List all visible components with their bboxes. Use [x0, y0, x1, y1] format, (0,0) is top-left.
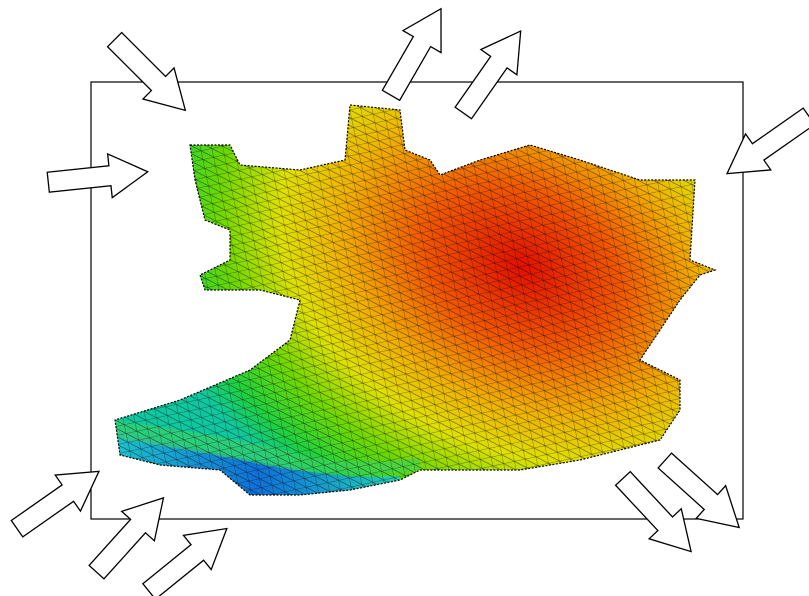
- scene: [0, 0, 809, 596]
- page: [0, 0, 809, 596]
- arrow: [4, 453, 111, 546]
- arrow: [372, 0, 460, 106]
- terrain-mesh: [100, 95, 730, 505]
- arrow: [46, 150, 150, 204]
- arrow: [99, 24, 201, 126]
- arrow: [445, 18, 538, 125]
- arrow: [714, 98, 809, 191]
